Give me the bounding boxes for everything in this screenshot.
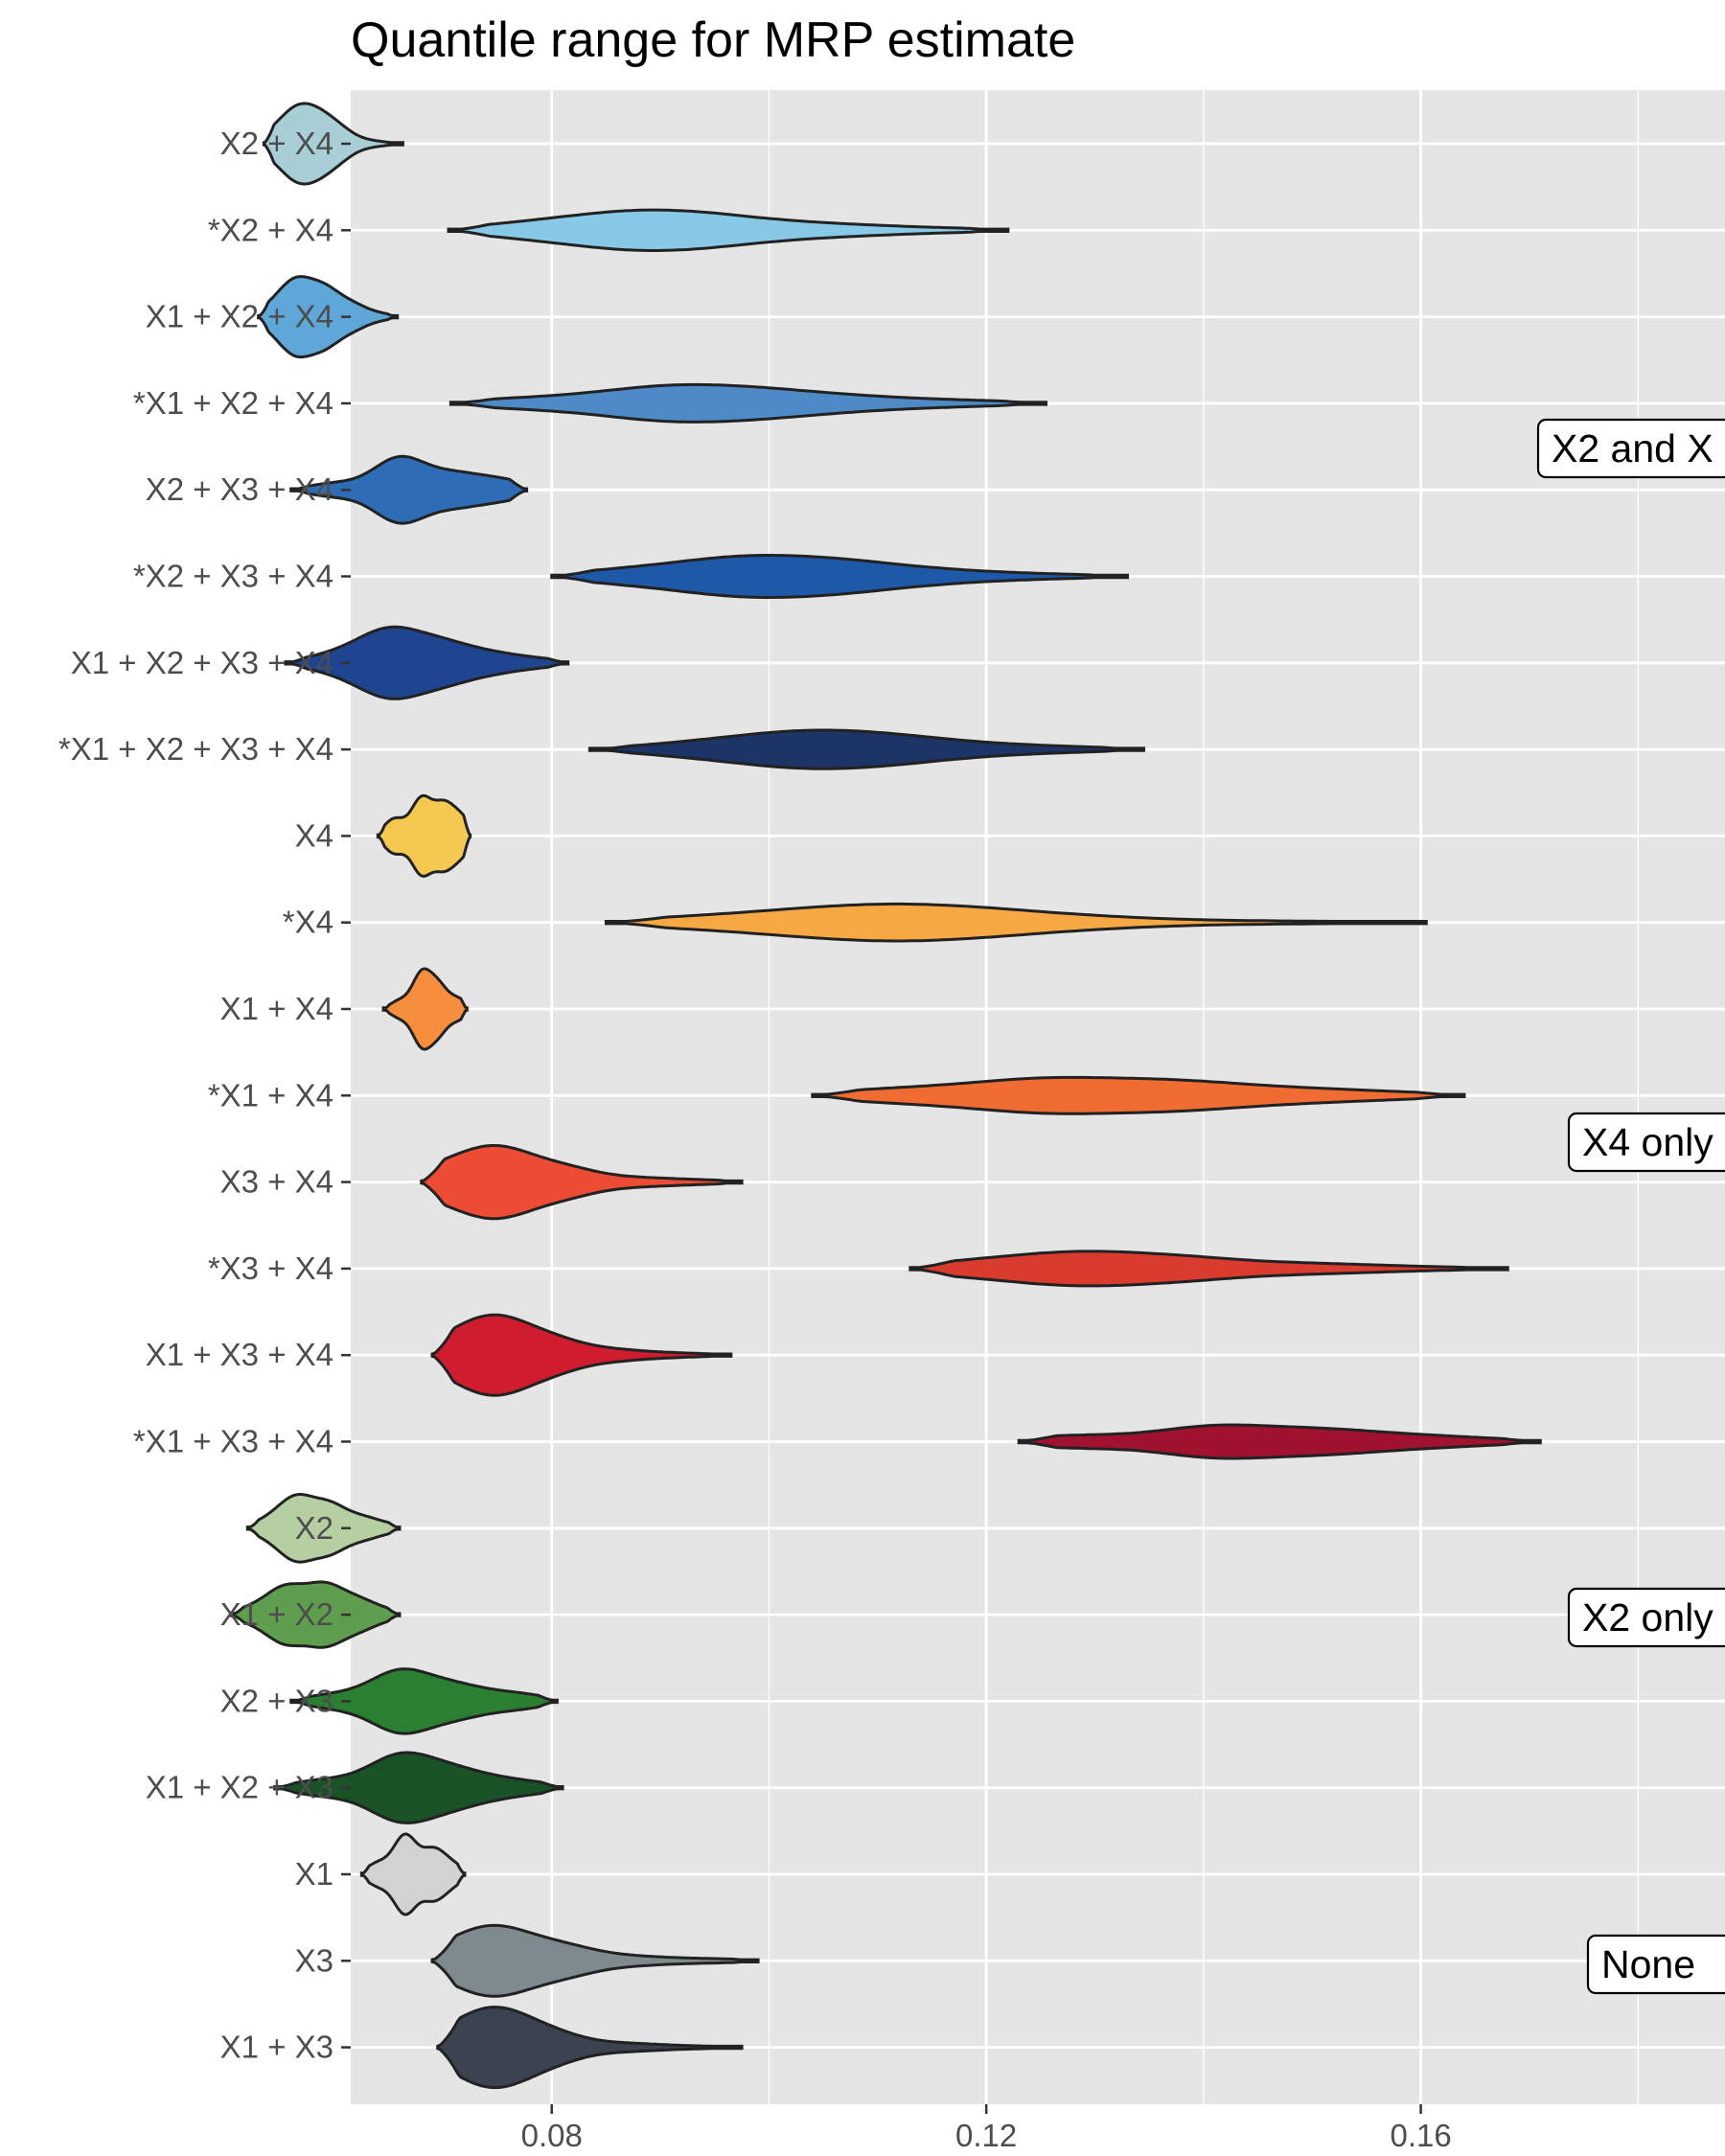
y-tick-label: X1 + X3 + X4 [146,1337,334,1372]
violin-x1-x3-x4 [430,1313,733,1397]
violin-x1-x4 [811,1075,1466,1115]
violin-x2-x3-x4 [289,454,529,525]
y-tick-label: X3 [295,1942,334,1978]
violin-x1-x2-x4 [257,275,400,359]
violin-x3-x4 [908,1250,1509,1288]
violin-x1-x3-x4 [1017,1423,1542,1460]
x-tick-label: 0.16 [1390,2118,1451,2153]
violin-x3 [430,1923,760,1998]
violin-x1-x2-x4 [448,382,1047,424]
y-tick-label: *X2 + X3 + X4 [133,559,334,594]
y-tick-label: X1 + X3 [220,2030,334,2065]
group-label: X4 only [1582,1120,1714,1164]
violin-x1 [359,1832,467,1916]
group-label: X2 only [1582,1595,1714,1640]
y-tick-label: X1 + X2 + X3 [146,1770,334,1805]
violin-x4 [376,793,472,878]
violin-x1-x2-x3 [273,1751,564,1824]
violin-x4 [604,902,1428,943]
group-label-box [1567,1112,1725,1173]
y-tick-label: *X1 + X3 + X4 [133,1424,334,1459]
group-label-box [1567,1587,1725,1648]
violin-x2-x4 [262,102,404,186]
y-tick-label: *X1 + X2 + X4 [133,385,334,421]
x-tick-label: 0.08 [521,2118,583,2153]
y-tick-label: *X2 + X4 [208,212,334,247]
x-tick-label: 0.12 [955,2118,1017,2153]
violin-x1-x2-x3-x4 [284,625,570,700]
violin-x3-x4 [420,1144,744,1221]
y-tick-label: X1 + X4 [220,991,334,1026]
y-tick-label: X1 + X2 + X3 + X4 [71,645,334,680]
group-label: X2 and X [1552,426,1714,470]
y-tick-label: X2 [295,1510,334,1546]
violin-x2 [245,1493,402,1564]
y-tick-label: *X4 [283,905,334,940]
y-tick-label: X1 + X2 [220,1596,334,1632]
chart-title: Quantile range for MRP estimate [351,12,1076,68]
y-tick-label: X3 + X4 [220,1164,334,1200]
violin-x2-x3 [289,1667,559,1735]
y-tick-label: X2 + X4 [220,126,334,161]
y-tick-label: X2 + X3 + X4 [146,471,334,507]
y-tick-label: *X1 + X2 + X3 + X4 [58,731,334,767]
violin-x1-x2 [229,1580,402,1649]
violin-x1-x2-x3-x4 [587,728,1145,770]
y-tick-label: X4 [295,817,334,853]
violin-x1-x3 [436,2006,744,2090]
y-tick-label: X1 [295,1856,334,1892]
y-tick-label: *X3 + X4 [208,1250,334,1286]
group-label: None [1601,1942,1695,1986]
violin-x2-x4 [447,208,1010,252]
y-tick-label: X2 + X3 [220,1683,334,1718]
violin-x1-x4 [381,967,469,1051]
violin-x2-x3-x4 [550,554,1129,599]
y-tick-label: *X1 + X4 [208,1077,334,1112]
group-label-box [1586,1934,1725,1995]
y-tick-label: X1 + X2 + X4 [146,299,334,334]
group-label-box [1536,418,1725,479]
